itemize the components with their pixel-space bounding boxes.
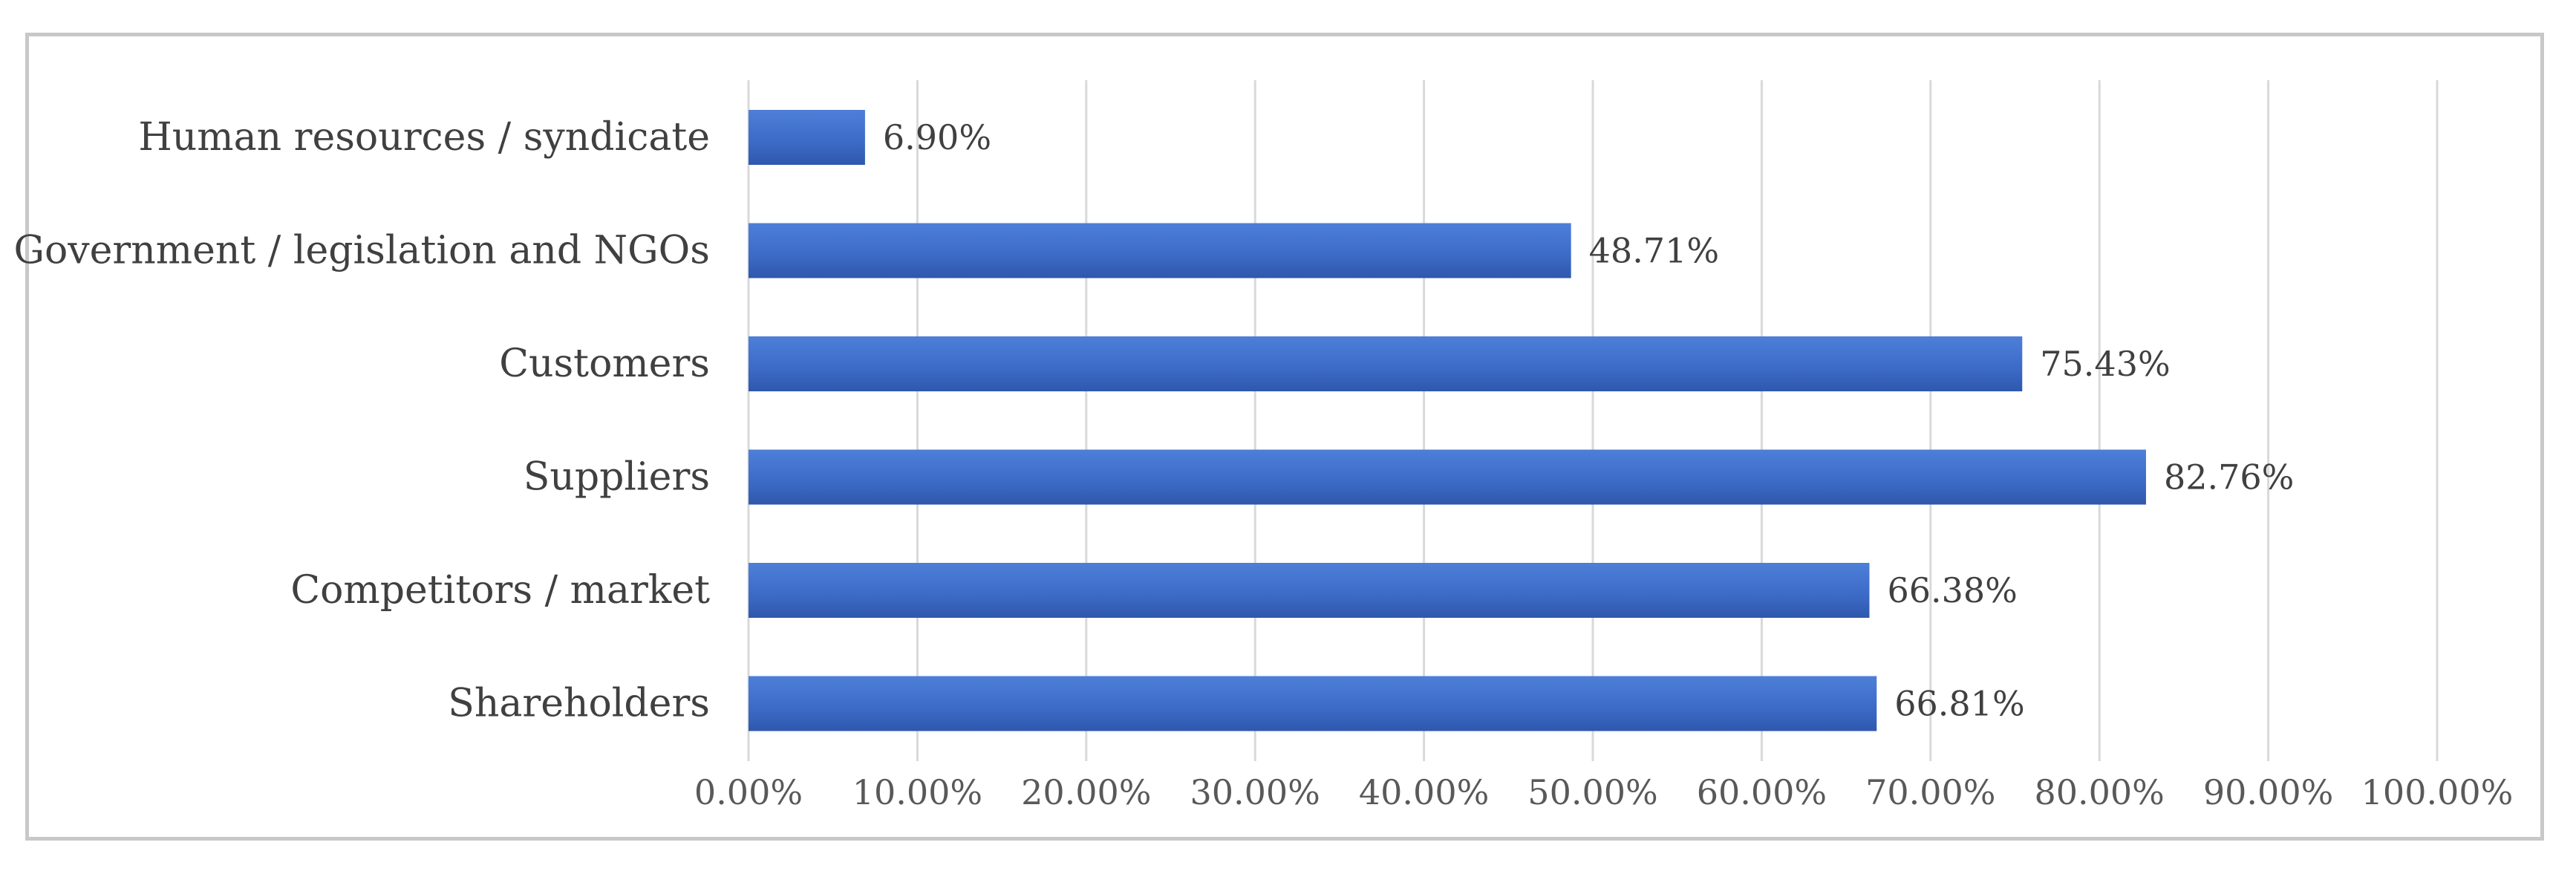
x-tick-label: 100.00%: [2361, 772, 2514, 812]
x-tick-label: 60.00%: [1697, 772, 1827, 812]
value-label: 6.90%: [883, 117, 991, 157]
category-label: Government / legislation and NGOs: [13, 229, 710, 273]
x-tick-label: 80.00%: [2034, 772, 2164, 812]
category-label: Human resources / syndicate: [138, 115, 710, 160]
value-label: 48.71%: [1589, 231, 1719, 271]
bar: [749, 110, 865, 165]
value-label: 82.76%: [2164, 457, 2294, 498]
category-label: Shareholders: [448, 682, 710, 726]
x-tick-label: 0.00%: [694, 772, 803, 812]
x-tick-label: 10.00%: [852, 772, 982, 812]
bar: [749, 449, 2146, 505]
bar: [749, 563, 1870, 618]
x-tick-label: 40.00%: [1359, 772, 1489, 812]
x-tick-label: 20.00%: [1021, 772, 1151, 812]
x-tick-label: 30.00%: [1190, 772, 1320, 812]
labels: 0.00% 10.00% 20.00% 30.00% 40.00% 50.00% 60.00…: [13, 115, 2513, 812]
value-label: 66.38%: [1887, 570, 2017, 610]
value-label: 75.43%: [2040, 344, 2170, 384]
bar: [749, 223, 1571, 278]
bar: [749, 676, 1877, 731]
bar: [749, 336, 2023, 391]
x-tick-label: 50.00%: [1527, 772, 1657, 812]
gridlines: [747, 80, 2439, 761]
x-tick-label: 90.00%: [2203, 772, 2333, 812]
category-label: Customers: [499, 342, 710, 386]
value-label: 66.81%: [1894, 684, 2024, 724]
category-label: Competitors / market: [290, 568, 710, 613]
x-tick-label: 70.00%: [1865, 772, 1995, 812]
category-label: Suppliers: [524, 455, 710, 500]
bars: [749, 110, 2146, 731]
